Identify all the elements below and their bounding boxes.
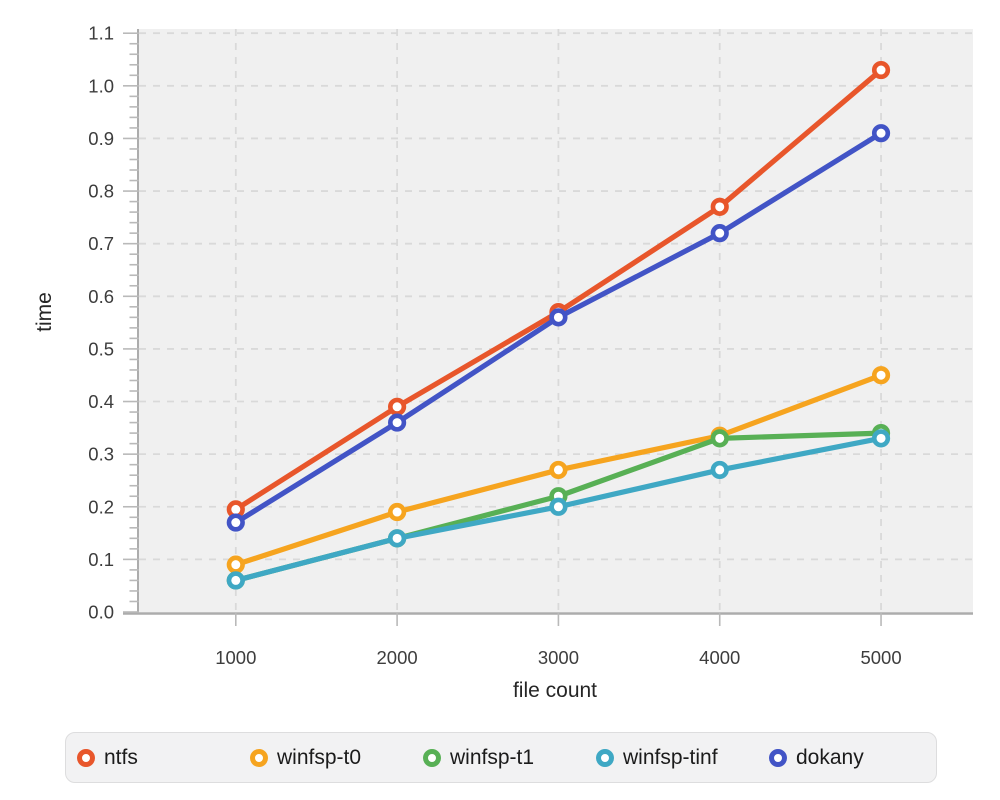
legend-marker-icon (77, 748, 95, 767)
data-point-winfsp-tinf (388, 529, 407, 548)
axes (123, 29, 973, 615)
data-point-ntfs (710, 197, 729, 216)
data-point-ntfs (871, 60, 891, 80)
data-point-winfsp-t0 (388, 502, 407, 522)
y-tick-label: 0.0 (88, 602, 114, 623)
y-tick-label: 0.3 (88, 444, 114, 465)
y-tick-label: 0.9 (88, 128, 114, 149)
legend-item-winfsp-t1[interactable]: winfsp-t1 (423, 746, 596, 770)
y-tick-label: 0.5 (88, 338, 114, 359)
legend-marker-icon (596, 748, 614, 767)
y-axis-title: time (33, 292, 56, 332)
x-axis-title: file count (512, 679, 598, 702)
y-tick-label: 0.1 (88, 549, 114, 570)
series-dokany (226, 124, 891, 532)
y-tick-label: 1.0 (88, 75, 114, 96)
legend: ntfs winfsp-t0 winfsp-t1 winfsp-tinf dokany (65, 732, 937, 783)
legend-item-dokany[interactable]: dokany (769, 746, 942, 770)
x-tick-label: 4000 (699, 647, 740, 668)
data-point-dokany (226, 513, 245, 532)
data-point-dokany (549, 308, 568, 327)
data-point-winfsp-tinf (226, 571, 245, 590)
legend-item-label: ntfs (104, 745, 138, 769)
data-point-winfsp-t0 (226, 555, 245, 574)
legend-marker-icon (423, 748, 441, 767)
data-point-winfsp-tinf (710, 460, 729, 480)
y-tick-label: 0.6 (88, 286, 114, 307)
legend-item-label: winfsp-t1 (450, 745, 535, 769)
data-point-winfsp-t0 (549, 460, 568, 480)
y-tick-label: 0.8 (88, 181, 114, 202)
data-point-dokany (388, 413, 407, 432)
data-point-winfsp-t0 (871, 366, 891, 385)
data-point-dokany (710, 224, 729, 243)
data-point-winfsp-tinf (549, 497, 568, 516)
series-winfsp-tinf (226, 429, 891, 590)
legend-item-label: dokany (796, 745, 864, 769)
y-tick-label: 0.7 (88, 233, 114, 254)
data-point-winfsp-tinf (871, 429, 891, 448)
data-point-dokany (871, 124, 891, 143)
legend-marker-icon (769, 748, 787, 767)
x-tick-label: 2000 (377, 647, 418, 668)
legend-item-label: winfsp-tinf (623, 745, 718, 769)
tick-labels: 0.0 0.1 0.2 0.3 0.4 0.5 0.6 0.7 0.8 0.9 1.0 1.1 1000… (88, 23, 901, 668)
data-point-winfsp-t1 (710, 429, 729, 448)
x-tick-label: 3000 (538, 647, 579, 668)
y-tick-label: 0.2 (88, 496, 114, 517)
legend-marker-icon (250, 748, 268, 767)
y-tick-label: 0.4 (88, 391, 114, 412)
legend-item-winfsp-tinf[interactable]: winfsp-tinf (596, 746, 769, 770)
data-point-ntfs (388, 397, 407, 416)
legend-item-ntfs[interactable]: ntfs (77, 746, 250, 770)
y-tick-label: 1.1 (88, 23, 114, 44)
legend-item-winfsp-t0[interactable]: winfsp-t0 (250, 746, 423, 770)
x-tick-label: 1000 (215, 647, 256, 668)
legend-item-label: winfsp-t0 (277, 745, 362, 769)
ticks (123, 32, 882, 626)
x-tick-label: 5000 (860, 647, 901, 668)
